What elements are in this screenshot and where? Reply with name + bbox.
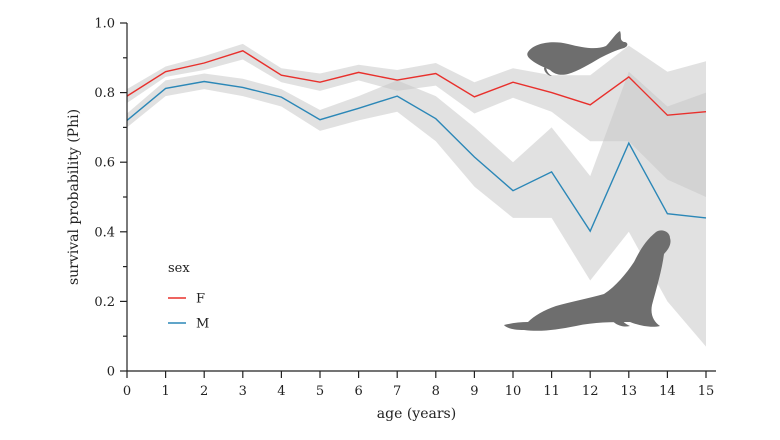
y-tick-label: 1.0: [94, 17, 115, 32]
x-tick-label: 13: [621, 384, 638, 399]
x-tick-label: 3: [239, 384, 247, 399]
confidence-bands: [127, 43, 706, 347]
legend-label-f: F: [196, 292, 205, 307]
x-tick-label: 1: [161, 384, 169, 399]
x-tick-label: 10: [505, 384, 522, 399]
x-tick-label: 6: [354, 384, 362, 399]
x-tick-label: 11: [543, 384, 560, 399]
ci-band-f: [127, 43, 706, 198]
x-tick-label: 0: [123, 384, 131, 399]
y-axis-title: survival probability (Phi): [66, 109, 82, 285]
x-tick-label: 5: [316, 384, 324, 399]
legend: sex FM: [168, 261, 209, 332]
x-tick-label: 15: [698, 384, 715, 399]
series-line-f: [126, 50, 707, 116]
legend-title: sex: [168, 261, 190, 276]
y-tick-label: 0.4: [94, 225, 115, 240]
x-tick-label: 4: [277, 384, 285, 399]
y-tick-label: 0.8: [94, 86, 115, 101]
y-tick-label: 0: [107, 365, 115, 380]
female-seal-silhouette-icon: [527, 31, 628, 76]
ticks: 00.20.40.60.81.00 1 2 3 4 5 6 7 8 9 10 11 12 13 14 15: [94, 17, 714, 400]
x-tick-label: 14: [659, 384, 676, 399]
ci-band-m: [127, 71, 706, 347]
y-tick-label: 0.6: [94, 156, 115, 171]
x-axis-title: age (years): [377, 406, 456, 422]
legend-label-m: M: [196, 317, 209, 332]
male-seal-silhouette-icon: [504, 230, 671, 331]
x-tick-label: 12: [582, 384, 599, 399]
x-tick-label: 2: [200, 384, 208, 399]
x-tick-label: 7: [393, 384, 401, 399]
x-tick-label: 9: [470, 384, 478, 399]
series-lines: [126, 50, 707, 233]
series-line-m: [126, 80, 707, 233]
x-tick-label: 8: [432, 384, 440, 399]
y-tick-label: 0.2: [94, 295, 115, 310]
